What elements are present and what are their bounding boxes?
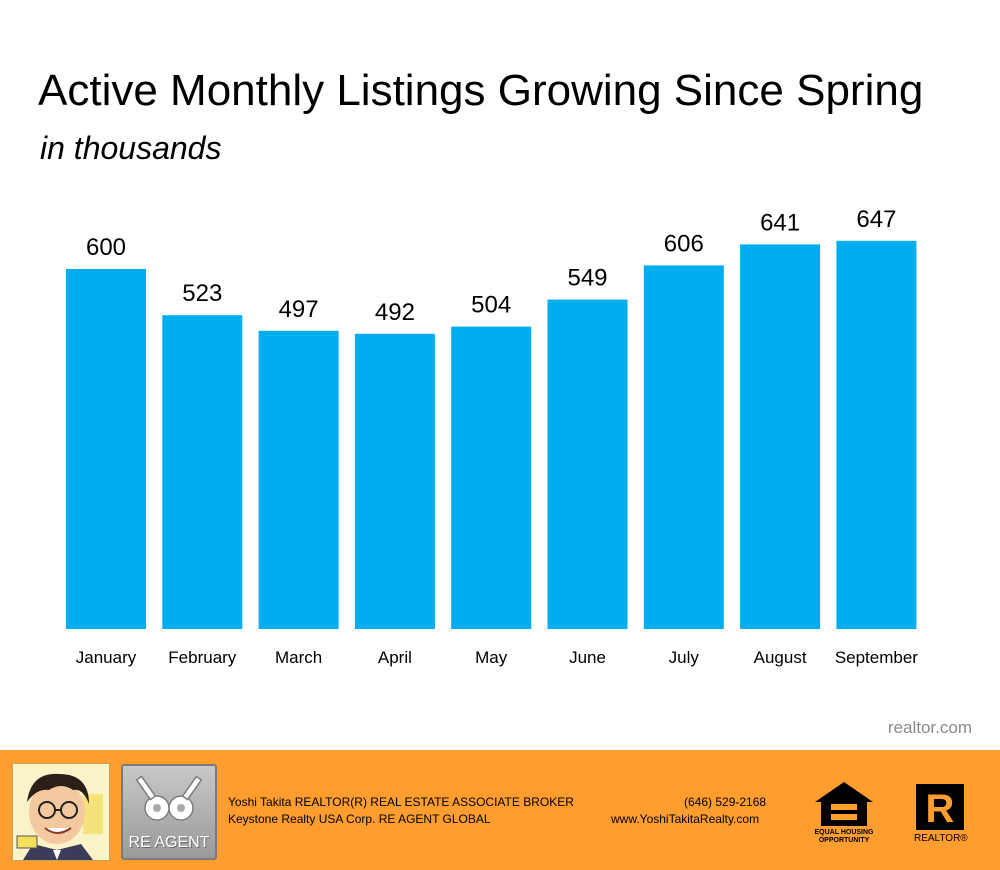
data-label-may: 504 [471,292,511,319]
footer-bar: RE AGENT Yoshi Takita REALTOR(R) REAL ES… [0,750,1000,870]
x-tick-january: January [76,648,137,667]
bar-may [451,326,532,629]
re-agent-logo: RE AGENT [121,764,217,860]
re-agent-logo-text: RE AGENT [128,834,210,851]
bar-september [836,240,917,630]
realtor-r-icon: R [916,784,964,831]
x-tick-april: April [378,648,412,667]
caricature-illustration [16,773,103,860]
x-tick-july: July [669,648,700,667]
agent-website-link[interactable]: www.YoshiTakitaRealty.com [611,812,760,826]
chart-title: Active Monthly Listings Growing Since Sp… [38,66,924,115]
x-tick-september: September [835,648,918,667]
bar-group [66,240,917,630]
bar-chart: 600 523 497 492 504 549 606 641 647 January Febru… [66,206,919,667]
bar-april [354,333,435,629]
bar-march [258,330,339,629]
keys-icon [135,775,203,821]
x-tick-june: June [569,648,606,667]
source-credit: realtor.com [887,718,972,737]
x-tick-february: February [168,648,237,667]
realtor-logo-letter: R [926,787,955,831]
data-label-august: 641 [760,209,800,236]
x-tick-may: May [475,648,508,667]
data-label-february: 523 [182,280,222,307]
data-label-march: 497 [279,296,319,323]
agent-phone[interactable]: (646) 529-2168 [684,795,767,809]
agent-caricature-avatar [12,763,110,861]
chart-subtitle: in thousands [40,130,222,166]
value-label-group: 600 523 497 492 504 549 606 641 647 [86,206,896,326]
x-tick-label-group: January February March April May June July Augu… [76,648,919,667]
bar-june [547,299,628,629]
data-label-january: 600 [86,234,126,261]
data-label-june: 549 [567,265,607,292]
bar-august [740,244,821,629]
agent-company: Keystone Realty USA Corp. RE AGENT GLOBA… [228,812,491,826]
data-label-july: 606 [664,230,704,257]
data-label-september: 647 [856,206,896,233]
x-tick-march: March [275,648,322,667]
equal-housing-text: EQUAL HOUSING OPPORTUNITY [814,829,874,844]
equal-housing-house-icon [815,782,873,826]
realtor-logo-text: REALTOR® [914,833,968,844]
agent-name: Yoshi Takita REALTOR(R) REAL ESTATE ASSO… [228,795,574,809]
realtor-logo: R REALTOR® [914,782,968,846]
x-tick-august: August [754,648,807,667]
bar-january [66,269,146,629]
equal-housing-logo: EQUAL HOUSING OPPORTUNITY [813,780,875,850]
data-label-april: 492 [375,299,415,326]
bar-july [643,265,724,629]
bar-february [162,315,243,629]
